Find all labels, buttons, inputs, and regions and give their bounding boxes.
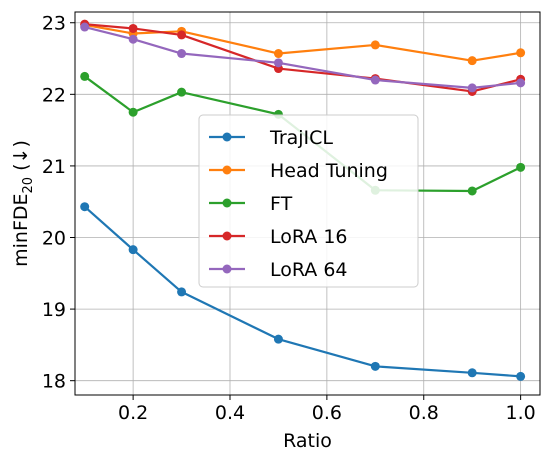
data-point-lora-64 [128,34,138,44]
legend-marker [222,264,232,274]
data-point-lora-64 [273,58,283,68]
y-tick-label: 23 [42,13,66,35]
data-point-lora-16 [128,23,138,33]
data-point-lora-64 [467,83,477,93]
data-point-ft [80,71,90,81]
data-point-ft [516,162,526,172]
y-axis-title-subscript: 20 [21,177,36,194]
legend-marker [222,165,232,175]
y-tick-label: 21 [42,156,66,178]
data-point-head-tuning [370,40,380,50]
y-axis-title-main: minFDE [10,193,32,266]
data-point-lora-16 [177,30,187,40]
data-point-head-tuning [467,56,477,66]
y-tick-label: 19 [42,299,66,321]
data-point-trajicl [467,368,477,378]
legend: TrajICL Head Tuning FT LoRA 16 LoRA 64 [198,114,419,288]
y-tick-label: 18 [42,371,66,393]
y-axis-title: minFDE20 (↓) [10,140,36,267]
data-point-trajicl [516,371,526,381]
y-tick-label: 22 [42,84,66,106]
legend-label: Head Tuning [270,160,388,182]
legend-marker [222,198,232,208]
data-point-lora-64 [516,78,526,88]
y-axis-title-suffix: (↓) [10,140,32,177]
data-point-ft [467,186,477,196]
data-point-lora-64 [177,49,187,59]
data-point-ft [128,107,138,117]
legend-label: LoRA 64 [270,259,348,281]
data-point-head-tuning [273,49,283,59]
legend-label: TrajICL [269,127,333,149]
x-axis-title: Ratio [283,430,332,452]
series-trajicl [80,202,526,381]
legend-marker [222,132,232,142]
series-lora-64 [80,22,526,93]
data-point-trajicl [177,287,187,297]
data-point-ft [177,87,187,97]
legend-label: FT [270,193,293,215]
data-point-lora-64 [370,75,380,85]
x-tick-label: 0.4 [215,402,245,424]
data-point-lora-64 [80,22,90,32]
x-tick-label: 0.2 [118,402,148,424]
legend-marker [222,231,232,241]
data-point-trajicl [370,361,380,371]
legend-box [198,114,419,288]
data-point-trajicl [273,334,283,344]
y-tick-label: 20 [42,228,66,250]
x-tick-label: 0.8 [409,402,439,424]
data-point-head-tuning [516,48,526,58]
series-group [80,19,526,381]
axis-ticks: 0.2 0.4 0.6 0.8 1.0 18 19 20 21 22 23 [42,13,536,424]
x-tick-label: 0.6 [312,402,342,424]
legend-label: LoRA 16 [270,226,348,248]
data-point-trajicl [128,245,138,255]
data-point-trajicl [80,202,90,212]
plot-area-frame [74,11,541,396]
x-tick-label: 1.0 [506,402,536,424]
